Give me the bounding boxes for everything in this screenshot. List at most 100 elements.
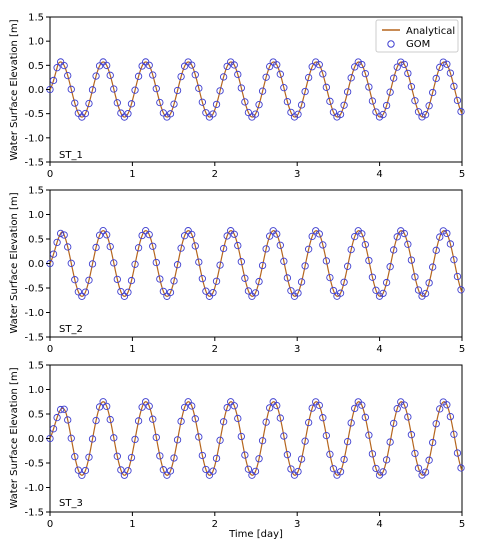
gom-point xyxy=(372,464,380,473)
gom-point xyxy=(234,241,242,250)
gom-point xyxy=(365,431,373,439)
gom-point xyxy=(411,273,419,281)
gom-point xyxy=(322,83,331,91)
gom-point xyxy=(276,414,284,422)
gom-point xyxy=(223,403,231,412)
gom-point xyxy=(64,243,72,251)
panel-st2: 0 1 2 3 4 5 1.5 1.0 0.5 0.0 -0.5 -1.0 -1.5 Water Sur… xyxy=(9,186,465,356)
gom-point xyxy=(88,260,97,268)
y-axis-title: Water Surface Elevation [m] xyxy=(9,367,20,508)
gom-point xyxy=(262,245,270,253)
gom-point xyxy=(103,61,111,70)
gom-point xyxy=(453,96,462,105)
analytical-line xyxy=(49,401,463,476)
gom-point xyxy=(273,61,281,69)
gom-point xyxy=(340,101,348,109)
gom-point xyxy=(343,437,352,446)
gom-point xyxy=(205,471,214,479)
legend-analytical-label: Analytical xyxy=(406,26,455,37)
gom-point xyxy=(138,403,146,411)
gom-point xyxy=(280,432,288,440)
gom-point xyxy=(283,451,292,459)
gom-point xyxy=(202,465,210,474)
gom-point xyxy=(414,464,423,472)
y-tick-label: 0.0 xyxy=(28,85,44,96)
gom-point xyxy=(159,287,168,296)
gom-point xyxy=(138,62,146,70)
gom-point xyxy=(436,63,444,71)
gom-point xyxy=(234,414,242,423)
x-tick-label: 5 xyxy=(459,519,465,530)
gom-point xyxy=(56,405,65,414)
gom-point xyxy=(273,401,281,410)
gom-point xyxy=(95,403,104,411)
gom-point xyxy=(351,404,359,413)
gom-point xyxy=(67,85,75,93)
gom-point xyxy=(230,230,238,238)
gom-point xyxy=(450,256,458,264)
gom-point xyxy=(390,246,398,254)
gom-point xyxy=(237,432,245,441)
x-tick-label: 4 xyxy=(376,169,382,180)
gom-point xyxy=(340,455,348,464)
gom-point xyxy=(266,62,274,71)
plot-area xyxy=(49,189,463,338)
y-tick-label: 0.0 xyxy=(28,259,44,270)
legend: Analytical GOM xyxy=(375,19,459,53)
y-tick-label: -1.5 xyxy=(24,333,44,344)
gom-point xyxy=(71,276,79,284)
gom-point xyxy=(429,263,437,271)
gom-point xyxy=(429,88,437,97)
gom-point xyxy=(425,456,433,464)
gom-point xyxy=(92,243,100,252)
gom-point xyxy=(308,63,316,71)
gom-point xyxy=(177,244,185,252)
x-tick-label: 3 xyxy=(294,519,300,530)
gom-point xyxy=(397,58,405,66)
station-label: ST_3 xyxy=(59,498,83,509)
gom-point xyxy=(404,240,412,248)
gom-point xyxy=(361,69,369,78)
gom-point xyxy=(244,465,253,473)
gom-point xyxy=(297,455,306,463)
gom-point xyxy=(188,61,196,69)
gom-point xyxy=(262,418,270,426)
gom-point xyxy=(386,438,394,446)
gom-point xyxy=(202,109,210,117)
y-tick-label: 1.5 xyxy=(28,186,44,197)
gom-point xyxy=(127,100,136,108)
gom-point xyxy=(49,76,58,85)
gom-point xyxy=(390,419,398,427)
gom-point xyxy=(432,246,440,254)
gom-point xyxy=(173,261,182,269)
y-axis-title: Water Surface Elevation [m] xyxy=(9,192,20,333)
gom-point xyxy=(53,238,61,247)
gom-point xyxy=(145,230,153,239)
y-tick-label: 0.5 xyxy=(28,61,44,72)
gom-point xyxy=(251,467,260,475)
gom-point xyxy=(170,100,178,108)
gom-point xyxy=(266,404,274,412)
gom-point xyxy=(173,86,182,95)
gom-point xyxy=(166,467,175,475)
gom-point xyxy=(411,449,419,458)
y-tick-label: 1.5 xyxy=(28,361,44,372)
gom-point xyxy=(127,453,136,462)
gom-point xyxy=(421,468,430,476)
gom-point xyxy=(266,232,274,240)
analytical-line xyxy=(49,230,463,297)
gom-point xyxy=(287,108,295,117)
gom-point xyxy=(315,230,323,238)
gom-point xyxy=(60,61,68,70)
gom-point xyxy=(361,413,369,421)
gom-point xyxy=(223,62,231,71)
gom-point xyxy=(393,404,401,413)
gom-point xyxy=(315,401,323,409)
gom-point xyxy=(64,71,72,80)
gom-point xyxy=(237,258,245,266)
gom-point xyxy=(443,60,451,68)
gom-point xyxy=(85,453,93,461)
gom-point xyxy=(283,97,292,106)
gom-point xyxy=(60,231,68,239)
gom-point xyxy=(88,86,97,94)
